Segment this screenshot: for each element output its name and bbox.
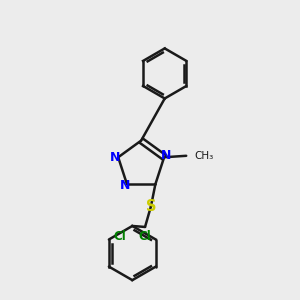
Text: Cl: Cl — [114, 230, 126, 243]
Text: N: N — [110, 151, 120, 164]
Text: S: S — [146, 199, 156, 214]
Text: Cl: Cl — [138, 230, 151, 243]
Text: N: N — [161, 149, 172, 162]
Text: CH₃: CH₃ — [194, 151, 214, 161]
Text: N: N — [120, 179, 131, 192]
